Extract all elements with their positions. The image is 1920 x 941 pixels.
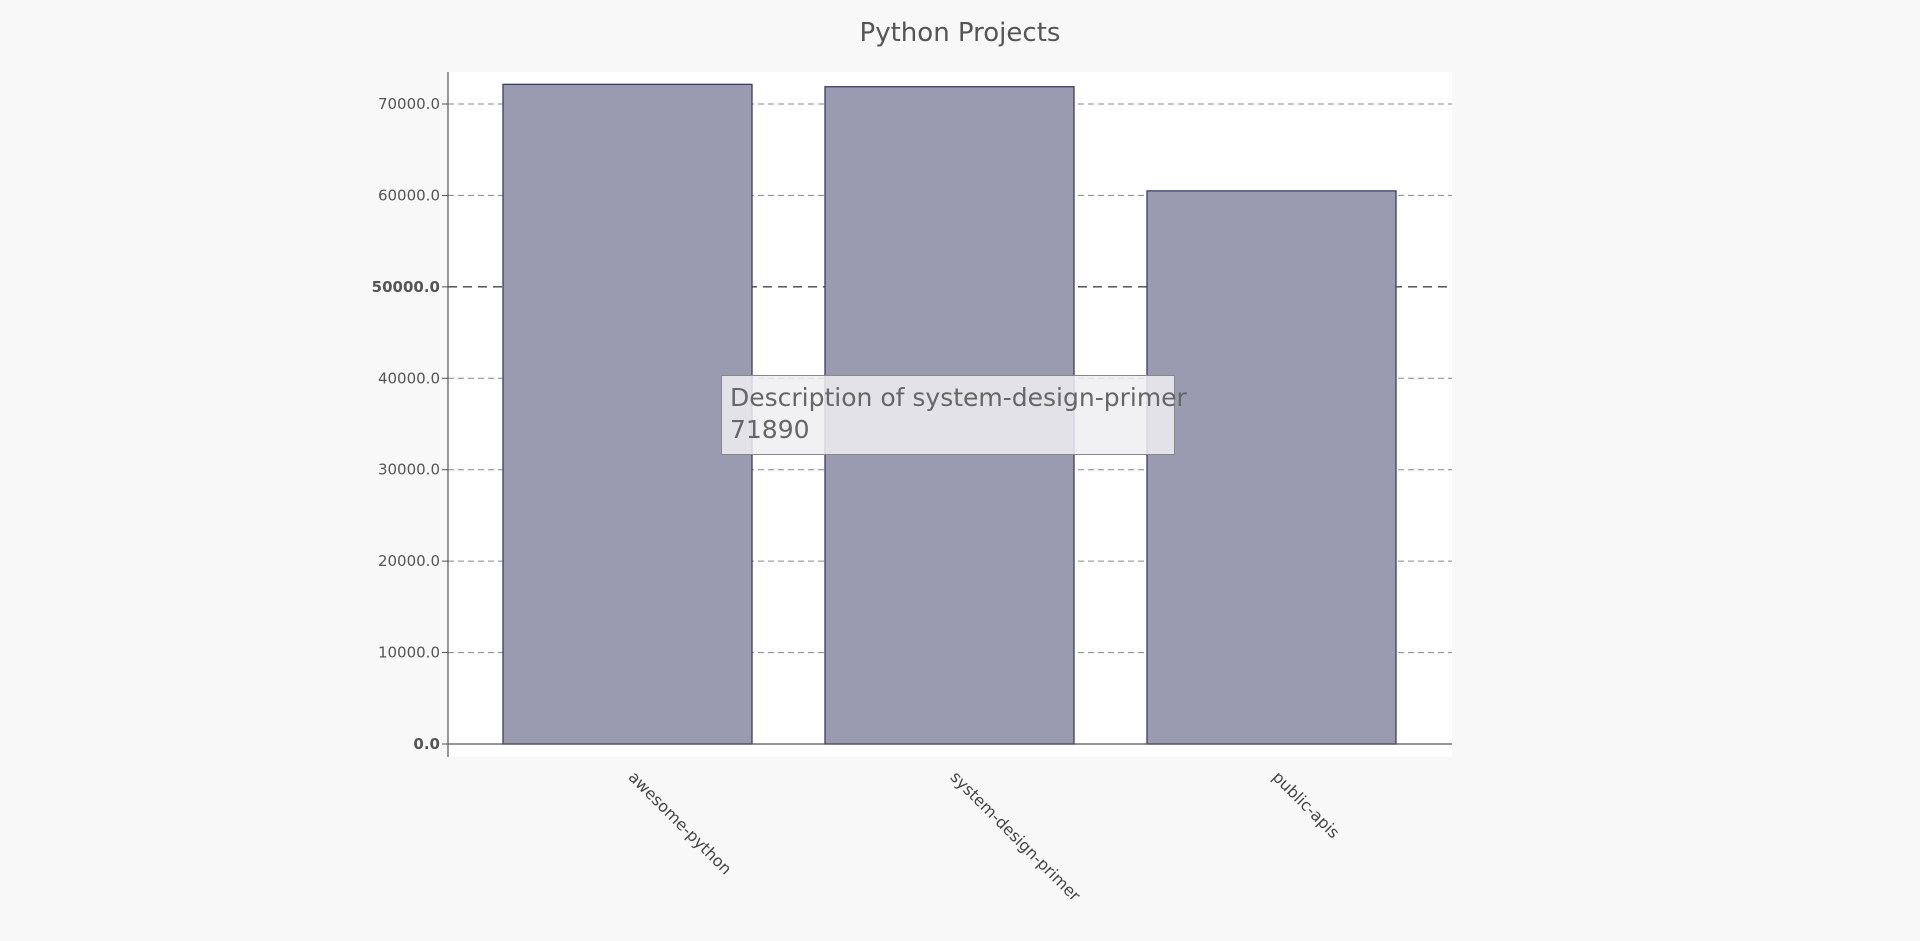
tooltip-label: Description of system-design-primer	[730, 383, 1187, 412]
tooltip-value: 71890	[730, 415, 810, 444]
bar-tooltip: Description of system-design-primer 7189…	[721, 375, 1187, 455]
y-tick-label: 40000.0	[378, 369, 440, 387]
y-tick-label: 20000.0	[378, 552, 440, 570]
y-tick-label: 50000.0	[372, 278, 440, 296]
x-tick-label: system-design-primer	[947, 767, 1085, 905]
y-tick-label: 30000.0	[378, 461, 440, 479]
y-tick-label: 0.0	[413, 735, 440, 753]
bar-awesome-python[interactable]	[502, 83, 753, 745]
x-tick-label: awesome-python	[625, 767, 736, 878]
y-tick-label: 10000.0	[378, 644, 440, 662]
x-tick-labels: awesome-python system-design-primer public…	[625, 767, 1344, 905]
x-tick-label: public-apis	[1269, 767, 1344, 842]
bar-public-apis[interactable]	[1146, 190, 1397, 745]
y-tick-label: 70000.0	[378, 95, 440, 113]
y-tick-label: 60000.0	[378, 186, 440, 204]
chart-title: Python Projects	[860, 18, 1061, 48]
axes	[447, 72, 1452, 757]
y-tick-labels: 0.0 10000.0 20000.0 30000.0 40000.0 50000.0 60…	[372, 95, 448, 753]
